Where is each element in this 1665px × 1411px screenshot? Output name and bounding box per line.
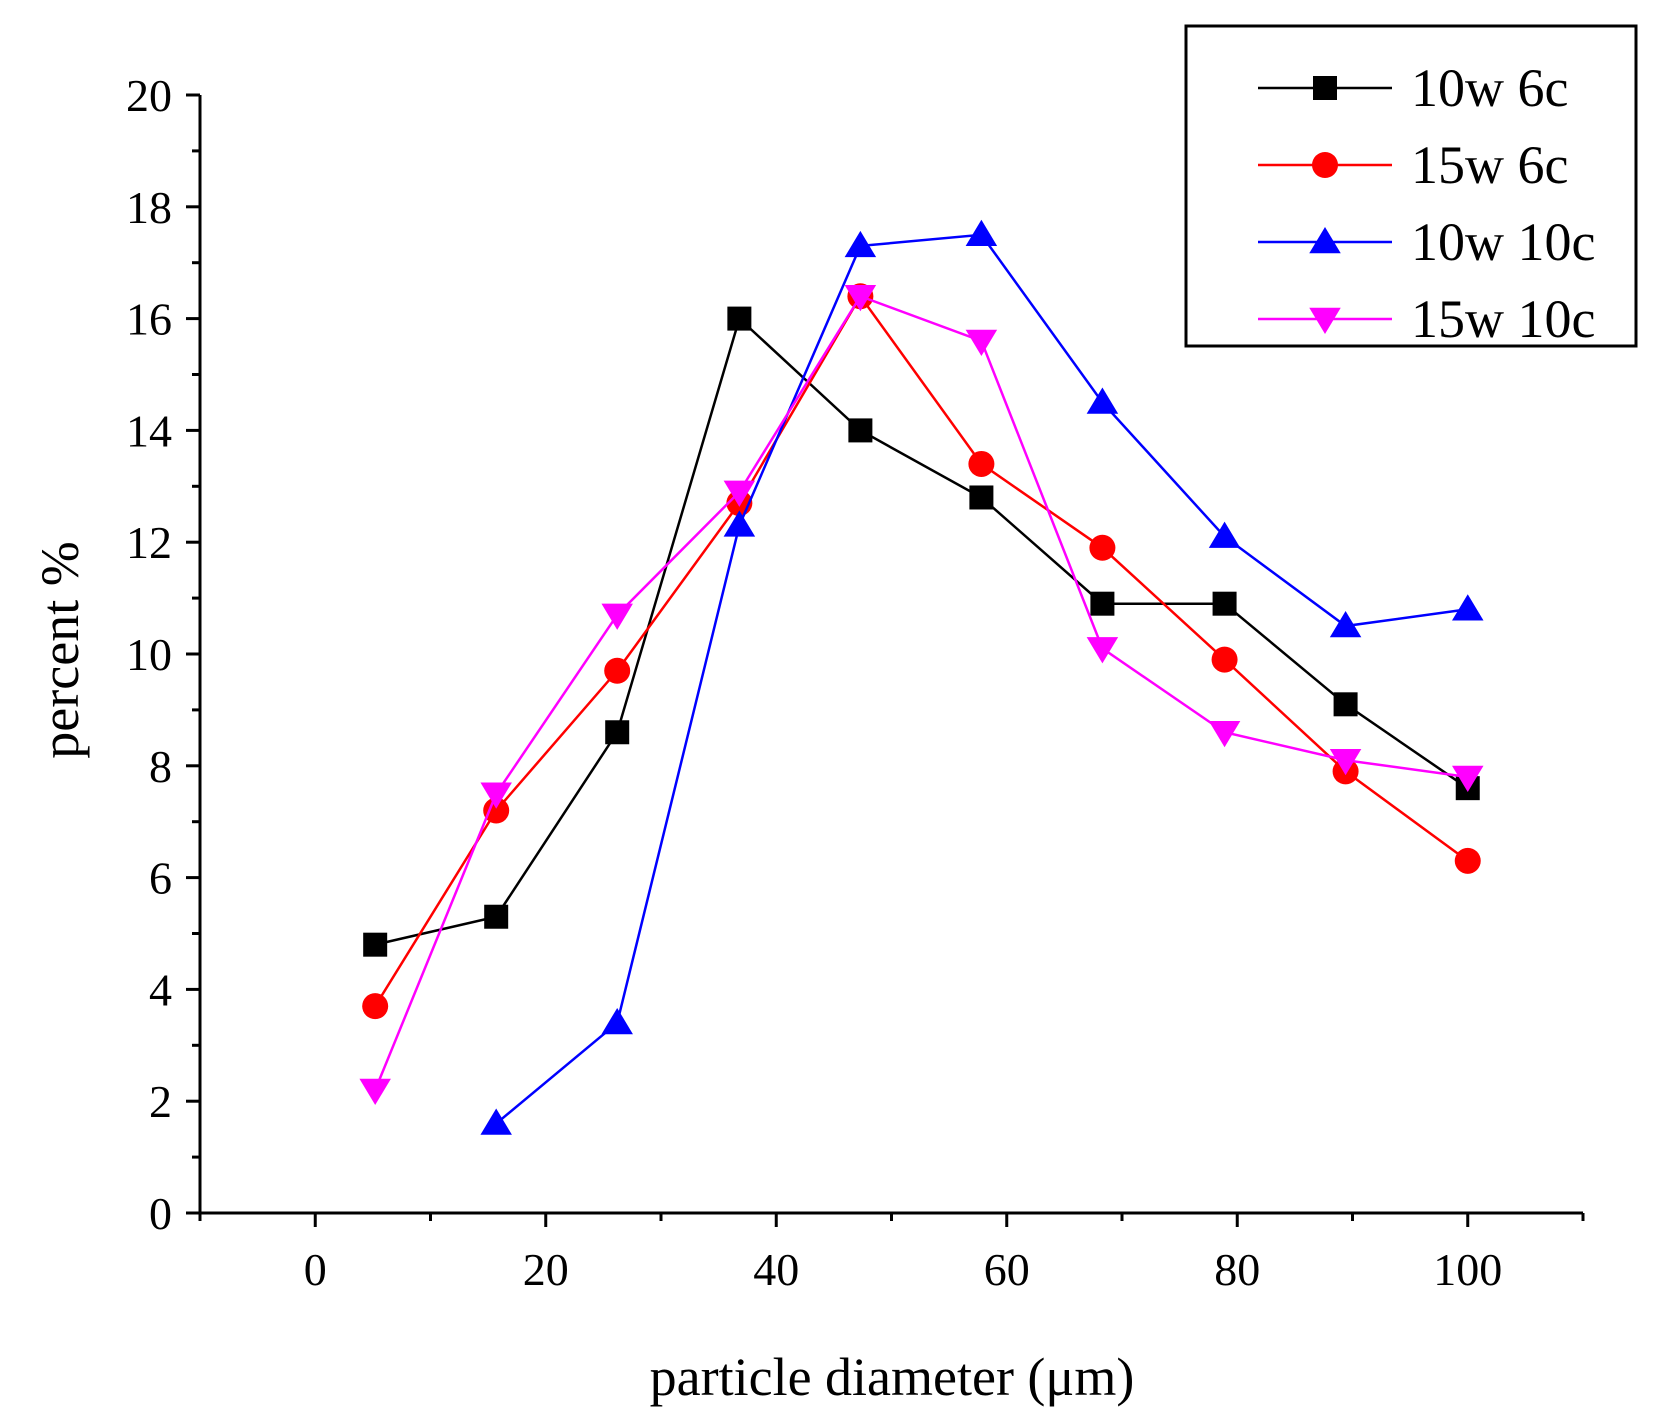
x-tick-label: 100	[1433, 1244, 1502, 1295]
data-point	[844, 230, 877, 258]
data-point	[601, 603, 633, 630]
y-tick-label: 12	[126, 517, 172, 568]
y-tick-label: 2	[149, 1076, 172, 1127]
data-point	[723, 480, 756, 507]
data-point	[359, 1078, 391, 1106]
y-tick-label: 18	[126, 182, 172, 233]
data-point	[480, 782, 512, 809]
legend-entry: 15w 6c	[1258, 135, 1568, 195]
legend-marker	[1309, 307, 1341, 334]
legend: 10w 6c 15w 6c 10w 10c 15w 10c	[1184, 24, 1638, 349]
series-line	[495, 233, 1468, 1125]
series-line	[374, 316, 1469, 946]
legend-marker	[1309, 227, 1341, 254]
data-point	[362, 993, 389, 1020]
data-point	[605, 720, 630, 745]
data-point	[363, 932, 388, 957]
data-point	[727, 306, 752, 331]
data-point	[969, 485, 994, 510]
y-tick-label: 6	[149, 853, 172, 904]
data-point	[1452, 765, 1484, 792]
x-tick-label: 80	[1214, 1244, 1260, 1295]
series-layer	[359, 219, 1484, 1135]
series-10w-10c	[480, 219, 1484, 1135]
legend-entry: 10w 10c	[1258, 212, 1595, 272]
legend-label: 15w 10c	[1411, 289, 1595, 349]
series-15w-10c	[359, 284, 1484, 1106]
data-point	[965, 329, 998, 356]
legend-label: 15w 6c	[1411, 135, 1568, 195]
data-point	[1086, 637, 1119, 664]
legend-entry: 15w 10c	[1258, 289, 1595, 349]
series-10w-6c	[363, 306, 1480, 957]
legend-marker	[1313, 76, 1337, 100]
x-tick-label: 40	[753, 1244, 799, 1295]
data-point	[723, 510, 756, 537]
legend-label: 10w 6c	[1411, 58, 1568, 118]
data-point	[1208, 721, 1241, 748]
data-point	[1211, 646, 1238, 673]
x-tick-label: 20	[523, 1244, 569, 1295]
series-15w-6c	[362, 283, 1481, 1020]
data-point	[480, 1108, 512, 1135]
data-point	[1208, 521, 1241, 548]
data-point	[484, 904, 509, 929]
legend-marker	[1312, 152, 1338, 178]
y-tick-label: 4	[149, 964, 172, 1015]
y-tick-label: 16	[126, 294, 172, 345]
data-point	[483, 797, 510, 824]
data-point	[604, 657, 631, 684]
axes: 0 20 40 60 80 100 0 2 4 6 8 10 12 14 16 18 20	[126, 70, 1585, 1295]
data-point	[848, 418, 873, 443]
series-line	[374, 294, 1468, 1091]
x-tick-label: 60	[984, 1244, 1030, 1295]
data-point	[1454, 847, 1481, 874]
legend-box	[1184, 24, 1638, 348]
data-point	[1086, 387, 1119, 414]
y-tick-label: 10	[126, 629, 172, 680]
y-tick-label: 20	[126, 70, 172, 121]
data-point	[1452, 594, 1484, 621]
data-point	[1333, 692, 1358, 717]
x-axis-title: particle diameter (μm)	[650, 1347, 1135, 1407]
legend-entry: 10w 6c	[1258, 58, 1568, 118]
data-point	[965, 219, 998, 246]
y-tick-label: 0	[149, 1188, 172, 1239]
data-point	[1212, 591, 1237, 616]
x-tick-label: 0	[304, 1244, 327, 1295]
data-point	[601, 1007, 633, 1035]
data-point	[968, 450, 995, 477]
y-tick-label: 14	[126, 405, 172, 456]
series-line	[374, 293, 1469, 1007]
data-point	[1089, 534, 1116, 561]
y-axis-title: percent %	[30, 541, 90, 758]
y-tick-label: 8	[149, 741, 172, 792]
data-point	[1329, 611, 1362, 638]
data-point	[1090, 591, 1115, 616]
data-point	[844, 284, 877, 312]
legend-label: 10w 10c	[1411, 212, 1595, 272]
data-point	[1329, 748, 1362, 776]
